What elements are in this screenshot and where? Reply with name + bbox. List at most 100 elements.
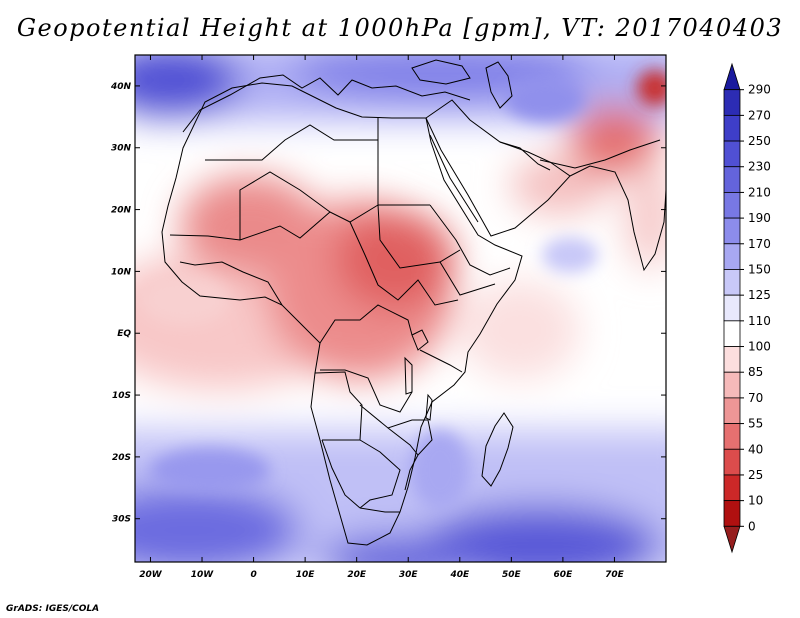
colorbar-swatch [723,346,741,373]
lat-tick-label: 20N [111,206,132,216]
field-arabia [510,155,610,215]
field-sw-blue [150,448,270,492]
colorbar-swatch [723,140,741,168]
lon-tick-label: 20W [139,570,163,580]
border-namibia [321,439,361,509]
colorbar-swatch [723,217,741,245]
colorbar-label: 290 [748,83,771,97]
caspian [485,61,513,109]
black-sea [411,59,471,85]
lat-tick-label: 30S [112,515,131,525]
field-indian-pink [460,280,580,380]
colorbar-label: 250 [748,134,771,148]
chart-title: Geopotential Height at 1000hPa [gpm], VT… [16,14,784,42]
border-chad-sudan [349,221,459,306]
border-zimbabwe [387,427,419,456]
colorbar-label: 100 [748,340,771,354]
lon-tick-label: 10W [191,570,215,580]
border-ethiopia-south [439,261,496,296]
colorbar-swatch [723,166,741,193]
colorbar-top-triangle [723,62,741,91]
colorbar-label: 55 [748,417,763,431]
colorbar: 2902702502302101901701501251101008570554… [723,62,771,554]
lat-tick-label: EQ [117,329,131,339]
border-tanzania [419,349,463,373]
field-mozambique [410,430,470,510]
border-west-africa [179,261,283,306]
colorbar-label: 10 [748,494,763,508]
border-ethiopia [429,204,511,276]
border-mali-niger [239,171,331,240]
colorbar-swatch [723,371,741,399]
europe-med-north [182,74,471,133]
credit-text: GrADS: IGES/COLA [6,604,100,614]
lat-tick-label: 40N [110,82,132,92]
colorbar-label: 25 [748,468,763,482]
lake-victoria [411,329,429,351]
axis-ticks: 20W 10W 0 10E 20E 30E 40E 50E 60E 70E 40N 30N 20N 10N… [110,55,666,580]
colorbar-label: 0 [748,519,756,533]
colorbar-label: 85 [748,365,763,379]
colorbar-label: 150 [748,262,771,276]
border-drc-south [320,369,413,413]
colorbar-swatch [723,89,741,116]
iran-coast [539,139,661,169]
colorbar-swatch [723,294,741,322]
field-india [625,160,666,270]
lat-tick-label: 30N [111,144,132,154]
border-botswana [359,439,401,509]
border-south-africa [359,507,400,513]
colorbar-swatch [723,448,741,476]
colorbar-label: 40 [748,442,763,456]
colorbar-swatch [723,114,741,142]
persian-gulf [499,141,551,171]
lat-tick-label: 10N [111,267,132,277]
colorbar-swatch [723,243,741,270]
field-south-low-west [135,485,300,562]
height-field [135,55,666,562]
lon-tick-label: 0 [250,570,256,580]
colorbar-label: 210 [748,185,771,199]
map-plot [135,55,666,562]
field-north-low-west [135,55,240,115]
colorbar-swatch [723,269,741,296]
lon-tick-label: 60E [554,570,574,580]
field-east-med-high [505,78,585,122]
field-south-low-east [420,505,660,562]
colorbar-label: 190 [748,211,771,225]
colorbar-swatch [723,192,741,219]
colorbar-swatch [723,397,741,424]
coastlines-borders [161,59,666,546]
lat-tick-label: 10S [112,391,131,401]
colorbar-swatch [723,320,741,347]
colorbar-label: 170 [748,237,771,251]
field-pakistan [570,105,660,175]
lon-tick-label: 10E [296,570,316,580]
colorbar-label: 230 [748,160,771,174]
lat-tick-label: 20S [112,453,131,463]
colorbar-label: 125 [748,288,771,302]
colorbar-label: 270 [748,108,771,122]
field-eq-atlantic [140,275,230,325]
border-zambia [359,404,428,429]
lon-tick-label: 40E [449,570,470,580]
field-iran-low [637,70,666,106]
border-angola [314,371,363,441]
lon-tick-label: 20E [347,570,367,580]
lon-tick-label: 50E [502,570,522,580]
plot-frame [134,54,667,563]
field-arabian-sea [542,237,598,273]
colorbar-swatch [723,474,741,502]
red-sea-west [429,134,479,223]
colorbar-bottom-triangle [723,525,741,554]
field-sudan [335,210,455,310]
colorbar-swatch [723,423,741,450]
border-sahel [169,204,379,241]
field-south-low-center [320,535,480,562]
border-sudan [377,204,461,269]
colorbar-label: 70 [748,391,763,405]
colorbar-swatch [723,500,741,527]
madagascar-coastline [481,412,514,487]
africa-coastline [161,82,523,546]
